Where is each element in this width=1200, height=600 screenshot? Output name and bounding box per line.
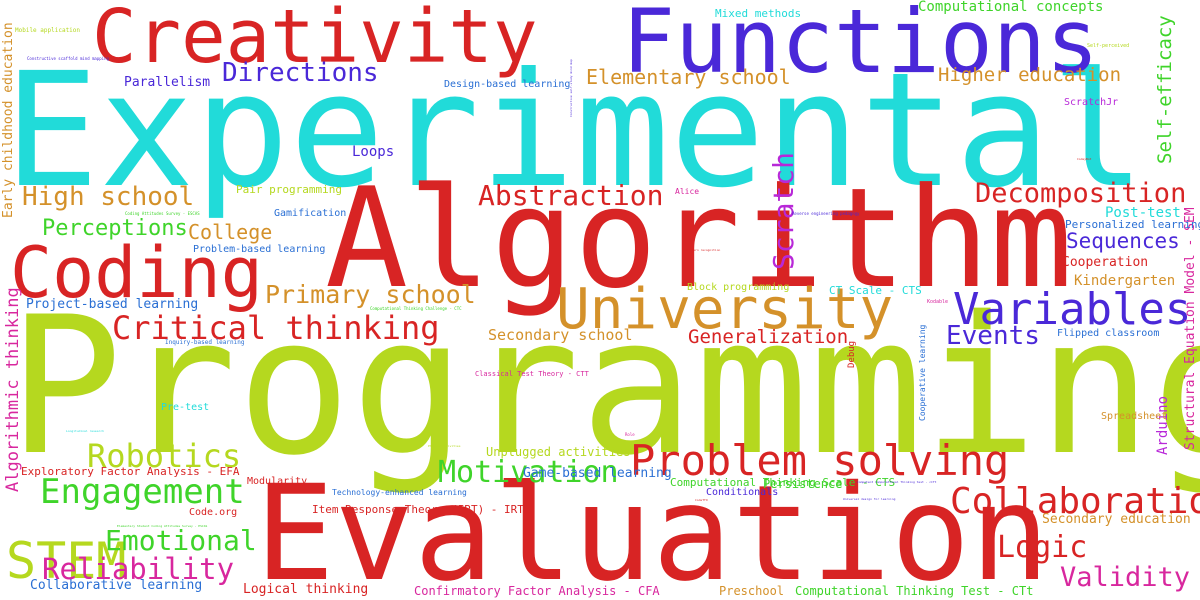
word-collaborative-learning: Collaborative learning	[30, 578, 203, 593]
word-design-based-learning: Design-based learning	[444, 79, 571, 90]
word-kindergarten: Kindergarten	[1074, 273, 1176, 289]
word-primary-school: Primary school	[265, 280, 476, 309]
word-motivation: Motivation	[438, 455, 619, 490]
word-experimental: Experimental	[4, 39, 1146, 223]
word-abstraction: Abstraction	[478, 179, 664, 212]
word-constructive-scaffold-mind-mapping: Constructive scaffold mind mapping	[27, 56, 109, 61]
word-codetto: CodeTTO	[695, 498, 708, 502]
word-game-based-learning: Game-based learning	[523, 466, 672, 481]
word-reliability: Reliability	[42, 552, 235, 586]
word-problem-based-learning: Problem-based learning	[193, 244, 326, 255]
word-self-perceived: Self-perceived	[1087, 43, 1130, 49]
word-computational-thinking-test: Computational Thinking Test - CTt	[795, 584, 1034, 598]
word-structural-equation-model: Structural Equation Model - SEM	[1183, 207, 1198, 450]
word-college: College	[188, 220, 273, 244]
word-cooperation: Cooperation	[1062, 255, 1149, 270]
word-coding-attitudes-survey: Coding Attitudes Survey - ESCAS	[125, 211, 200, 216]
word-perceptions: Perceptions	[42, 216, 188, 241]
word-elementary-student-coding-attitudes-survey: Elementary Student Coding Attitudes Surv…	[117, 524, 208, 528]
word-events: Events	[946, 321, 1040, 351]
word-codeybot: CodeyBot	[1077, 157, 1092, 161]
word-persistence: Persistence	[763, 477, 843, 491]
word-algorithmic-thinking: Algorithmic thinking	[3, 287, 23, 492]
word-loops: Loops	[352, 144, 395, 160]
word-functions: Functions	[622, 0, 1099, 93]
word-debug: Debug	[847, 340, 857, 368]
word-preschool: Preschool	[719, 584, 785, 598]
word-constructive-self-study-mind-map: Constructive self-study mind map	[569, 59, 573, 117]
word-emotional: Emotional	[105, 524, 257, 557]
word-conditionals: Conditionals	[706, 487, 779, 498]
word-classical-test-theory: Classical Test Theory - CTT	[475, 370, 589, 378]
word-exploratory-factor-analysis: Exploratory Factor Analysis - EFA	[21, 465, 240, 478]
word-personalized-learning: Personalized learning	[1065, 218, 1200, 231]
word-block-programming: Block programming	[687, 282, 790, 293]
word-pair-programming: Pair programming	[236, 183, 342, 196]
word-competent-ct-test: Competent Computational Thinking test - …	[857, 480, 937, 484]
word-confirmatory-factor-analysis: Confirmatory Factor Analysis - CFA	[414, 584, 660, 598]
word-longitudinal-research: Longitudinal research	[66, 429, 104, 433]
word-robotics: Robotics	[87, 437, 242, 475]
word-algorithm: Algorithm	[325, 158, 1073, 319]
word-generalization: Generalization	[688, 326, 849, 348]
word-parallelism: Parallelism	[124, 75, 211, 90]
word-secondary-education: Secondary education	[1042, 512, 1191, 527]
word-arduino: Arduino	[1155, 395, 1171, 455]
word-cooperative-learning: Cooperative learning	[918, 324, 927, 421]
word-stem: STEM	[6, 532, 127, 590]
word-post-test: Post-test	[1105, 205, 1181, 221]
word-programming: Programming	[8, 276, 1200, 497]
word-logic: Logic	[997, 530, 1088, 565]
word-sequences: Sequences	[1066, 229, 1180, 253]
word-flipped-classroom: Flipped classroom	[1057, 328, 1160, 339]
word-university: University	[556, 277, 894, 342]
word-item-response-theory: Item Response Theory (IRT) - IRT	[312, 503, 524, 516]
word-gamification: Gamification	[274, 208, 347, 219]
word-problem-solving: Problem solving	[630, 436, 1010, 485]
word-early-childhood-education: Early childhood education	[1, 22, 16, 218]
word-scratchjr: ScratchJr	[1064, 97, 1119, 108]
word-computational-thinking-scale: Computational Thinking Scale - CTS	[670, 476, 896, 489]
word-logical-thinking: Logical thinking	[243, 582, 369, 597]
word-modularity: Modularity	[247, 476, 308, 487]
word-technology-enhanced-learning: Technology-enhanced learning	[332, 488, 467, 497]
word-variables: Variables	[953, 284, 1192, 335]
word-decomposition: Decomposition	[975, 178, 1187, 209]
word-mobile-application: Mobile application	[15, 27, 81, 34]
word-mixed-methods: Mixed methods	[715, 7, 802, 20]
word-alice: Alice	[675, 187, 700, 196]
word-reverse-engineering-pedagogy: Reverse engineering pedagogy	[792, 211, 860, 216]
word-secondary-school: Secondary school	[488, 326, 633, 344]
word-engagement: Engagement	[40, 472, 245, 512]
word-plugged-activities: Plugged activities	[428, 444, 461, 448]
word-unplugged-activities: Unplugged activities	[486, 445, 631, 459]
word-inquiry-based-learning: Inquiry-based learning	[165, 339, 245, 346]
word-creativity: Creativity	[92, 0, 538, 80]
word-pre-test: Pre-test	[161, 402, 210, 413]
word-self-efficacy: Self-efficacy	[1154, 15, 1176, 164]
word-computational-thinking-challenge: Computational Thinking Challenge - CTC	[370, 306, 462, 311]
word-role: Role	[625, 432, 635, 437]
word-pattern-recognition: Pattern recognition	[686, 248, 721, 252]
word-spreadsheet: Spreadsheet	[1101, 411, 1168, 422]
word-kodable: Kodable	[927, 299, 949, 305]
word-coding: Coding	[10, 232, 263, 314]
word-high-school: High school	[22, 182, 195, 212]
word-directions: Directions	[222, 58, 379, 88]
word-ct-scale-cts: CT Scale - CTS	[829, 284, 922, 297]
word-universal-design-for-learning: Universal design for learning	[843, 497, 896, 501]
word-computational-concepts: Computational concepts	[918, 0, 1104, 15]
word-evaluation: Evaluation	[255, 457, 1050, 600]
word-elementary-school: Elementary school	[586, 65, 791, 89]
word-critical-thinking: Critical thinking	[112, 309, 440, 347]
word-code-org: Code.org	[189, 507, 238, 518]
word-higher-education: Higher education	[938, 64, 1122, 86]
word-collaboration: Collaboration	[950, 481, 1200, 522]
word-project-based-learning: Project-based learning	[26, 297, 199, 312]
word-validity: Validity	[1060, 562, 1191, 593]
